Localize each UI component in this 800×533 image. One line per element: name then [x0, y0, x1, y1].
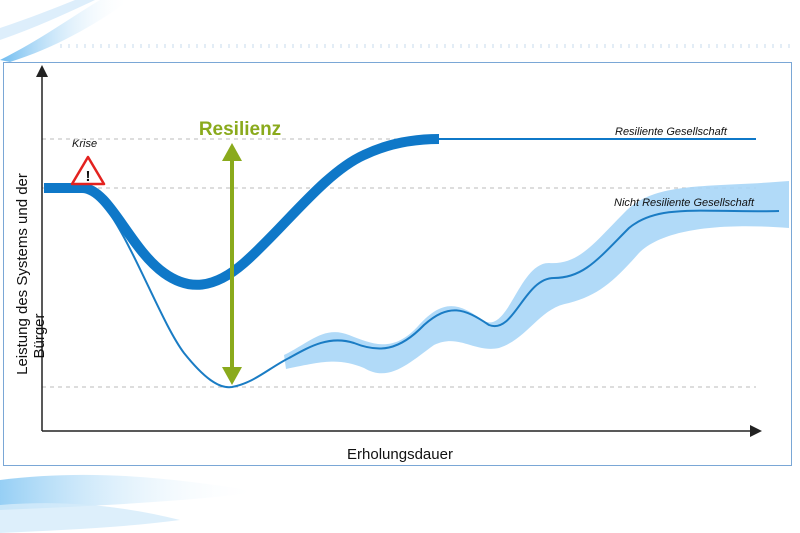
y-axis-label: Leistung des Systems und der [14, 173, 31, 375]
bottom-swoosh [0, 474, 260, 510]
resilience-arrow-head-top [222, 143, 242, 161]
resilience-diagram: ! Krise Resilienz Resiliente Gesellschaf… [14, 65, 789, 463]
resilient-society-label: Resiliente Gesellschaft [615, 126, 728, 138]
svg-text:!: ! [86, 168, 91, 185]
warning-triangle-icon: ! [70, 155, 106, 186]
non-resilient-society-label: Nicht Resiliente Gesellschaft [614, 197, 755, 209]
resilience-label: Resilienz [199, 119, 281, 140]
top-swoosh-soft [0, 0, 95, 40]
resilience-arrow-head-bottom [222, 367, 242, 385]
x-axis-label: Erholungsdauer [347, 446, 453, 463]
y-axis-label-line1: Leistung des Systems und der [14, 173, 31, 375]
diagram-frame: ! Krise Resilienz Resiliente Gesellschaf… [3, 62, 792, 466]
non-resilient-uncertainty-band [284, 181, 789, 374]
y-axis-label-line2: Bürger [31, 313, 48, 358]
bottom-swoosh-2 [0, 503, 180, 533]
resilient-curve-thick [44, 134, 440, 290]
y-axis-label-2: Bürger [31, 313, 48, 358]
non-resilient-curve [44, 187, 780, 389]
top-swoosh [0, 0, 130, 62]
crisis-label: Krise [72, 138, 97, 150]
